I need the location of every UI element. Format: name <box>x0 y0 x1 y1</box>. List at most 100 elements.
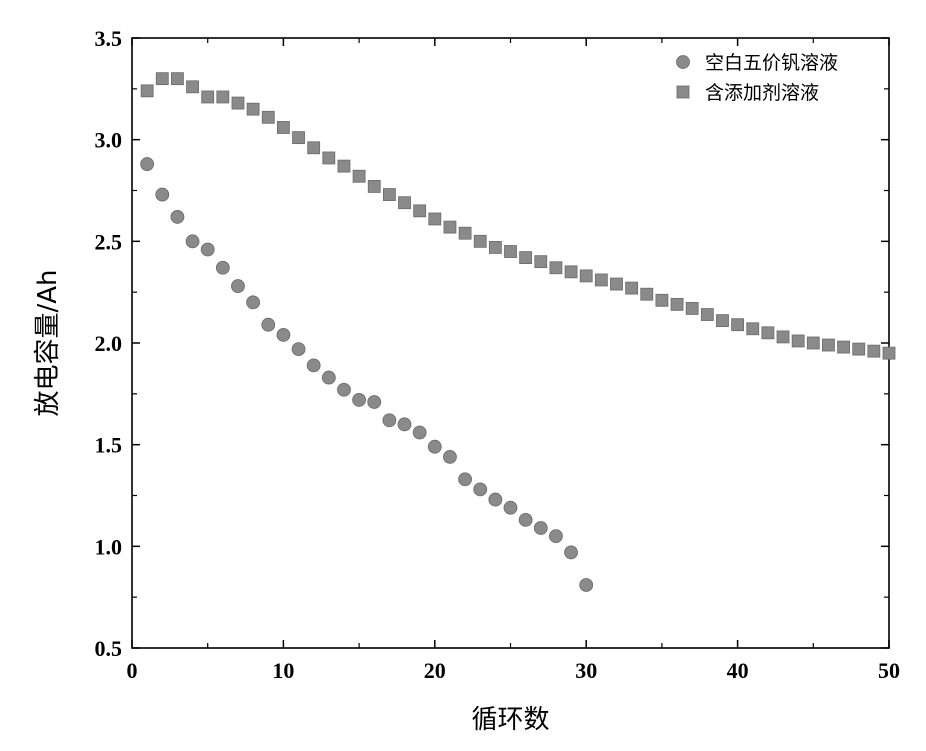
circle-point <box>261 317 276 332</box>
square-point <box>337 159 351 173</box>
circle-point <box>503 500 518 515</box>
y-tick-label: 3.5 <box>95 26 123 51</box>
circle-point <box>352 393 367 407</box>
square-point <box>776 330 790 344</box>
y-axis-title: 放电容量/Ah <box>33 269 63 416</box>
square-point <box>473 234 487 248</box>
square-point <box>231 96 245 110</box>
square-point <box>655 293 669 307</box>
square-point <box>837 340 850 354</box>
y-tick-label: 3.0 <box>95 128 123 153</box>
legend-square-marker <box>676 85 690 99</box>
square-point <box>579 269 593 283</box>
x-tick-label: 20 <box>424 658 446 683</box>
circle-point <box>321 370 336 385</box>
square-point <box>746 322 760 336</box>
square-point <box>246 102 260 116</box>
square-point <box>867 344 881 358</box>
circle-point <box>246 295 261 310</box>
square-point <box>685 302 699 315</box>
circle-point <box>473 482 488 497</box>
y-tick-label: 2.5 <box>95 229 123 254</box>
square-point <box>155 72 169 86</box>
square-point <box>382 188 396 201</box>
square-point <box>201 90 215 104</box>
x-axis-title: 循环数 <box>471 705 549 735</box>
square-point <box>261 110 275 124</box>
circle-point <box>488 492 503 507</box>
circle-point <box>306 358 321 373</box>
circle-point <box>549 529 563 544</box>
x-tick-label: 40 <box>727 658 749 683</box>
square-point <box>534 255 548 269</box>
circle-point <box>518 513 533 527</box>
square-point <box>670 297 684 311</box>
legend-label: 含添加剂溶液 <box>705 82 819 104</box>
square-point <box>398 196 411 210</box>
legend-circle-marker <box>676 55 690 69</box>
square-point <box>564 265 578 279</box>
square-point <box>806 336 820 350</box>
circle-point <box>367 395 382 409</box>
circle-point <box>140 157 155 171</box>
marks-layer <box>140 72 896 592</box>
square-point <box>443 220 457 234</box>
square-point <box>594 273 608 287</box>
legend-label: 空白五价钒溶液 <box>705 52 838 74</box>
circle-point <box>533 521 548 535</box>
circle-point <box>564 545 578 560</box>
circle-point <box>458 472 472 487</box>
square-point <box>731 318 744 332</box>
circle-point <box>185 234 200 249</box>
square-point <box>307 141 321 155</box>
square-point <box>216 90 230 104</box>
circle-point <box>215 260 230 275</box>
square-point <box>822 338 835 352</box>
circle-point <box>337 382 351 397</box>
circle-point <box>200 242 215 257</box>
circle-point <box>579 578 594 592</box>
square-point <box>791 334 805 348</box>
circle-point <box>412 425 427 440</box>
circle-point <box>170 210 185 224</box>
square-point <box>640 287 654 301</box>
circle-point <box>427 439 442 454</box>
square-point <box>716 314 729 328</box>
square-point <box>186 80 199 94</box>
x-tick-label: 50 <box>878 658 900 683</box>
plot-frame <box>131 37 890 649</box>
y-tick-label: 0.5 <box>95 636 123 661</box>
circle-point <box>397 417 412 432</box>
circle-point <box>291 342 306 357</box>
square-point <box>882 346 896 360</box>
circle-point <box>155 187 170 202</box>
axes-layer: 0 10 20 30 40 50 0.5 1.0 1.5 2.0 2.5 3.0 3.5 <box>95 26 901 683</box>
square-point <box>322 151 336 165</box>
square-point <box>519 251 533 265</box>
circle-point <box>231 279 245 293</box>
square-point <box>610 277 623 291</box>
circle-point <box>443 449 457 464</box>
y-tick-label: 2.0 <box>95 331 123 356</box>
square-point <box>428 212 442 226</box>
x-tick-label: 10 <box>272 658 294 683</box>
y-tick-label: 1.5 <box>95 433 123 458</box>
square-point <box>549 261 563 275</box>
square-point <box>852 342 866 356</box>
series-2 <box>140 72 896 360</box>
square-point <box>488 241 502 254</box>
series-1 <box>140 157 594 592</box>
circle-point <box>276 327 291 342</box>
x-tick-label: 30 <box>575 658 597 683</box>
x-tick-label: 0 <box>127 658 138 683</box>
circle-point <box>382 413 397 428</box>
square-point <box>367 180 381 193</box>
square-point <box>700 308 714 321</box>
square-point <box>625 281 639 295</box>
square-point <box>276 121 290 134</box>
square-point <box>140 84 154 98</box>
square-point <box>352 169 366 183</box>
y-tick-label: 1.0 <box>95 534 123 559</box>
